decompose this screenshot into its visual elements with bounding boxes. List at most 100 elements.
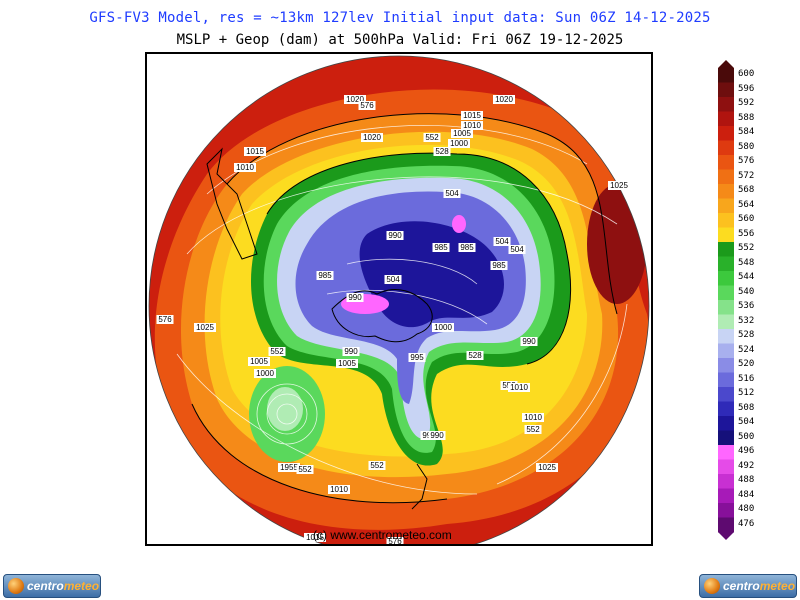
colorbar-label: 532 — [738, 315, 755, 326]
contour-label-bg — [194, 323, 216, 332]
contour-label-bg — [508, 383, 530, 392]
colorbar-label: 504 — [738, 417, 755, 428]
contour-label: 1025 — [538, 463, 556, 472]
colorbar-label: 556 — [738, 228, 755, 239]
colorbar-label: 568 — [738, 185, 755, 196]
map-frame: 1020 576 1020 1015 1010 1005 1000 552 528 1015 101… — [145, 52, 653, 546]
geop-contours — [191, 113, 618, 504]
colorbar-swatch — [718, 126, 734, 141]
colorbar-label: 564 — [738, 199, 755, 210]
contour-label-bg — [522, 413, 544, 422]
contour-label-bg — [358, 101, 376, 110]
colorbar-swatch — [718, 503, 734, 518]
colorbar-label: 484 — [738, 489, 755, 500]
colorbar-label: 508 — [738, 402, 755, 413]
contour-label: 528 — [435, 147, 449, 156]
colorbar-swatch — [718, 227, 734, 243]
colorbar-label: 584 — [738, 127, 755, 138]
globe-icon — [704, 578, 720, 594]
colorbar-swatch — [718, 285, 734, 301]
colorbar-swatch — [718, 184, 734, 199]
contour-label-bg — [268, 347, 286, 356]
globe-icon — [8, 578, 24, 594]
contour-label: 576 — [388, 537, 402, 544]
contour-label: 1020 — [495, 95, 513, 104]
contour-label: 1020 — [346, 95, 364, 104]
colorbar-swatch — [718, 329, 734, 344]
colorbar-swatch — [718, 155, 734, 170]
colorbar-swatch — [718, 82, 734, 98]
contour-label-bg — [342, 347, 360, 356]
contour-label-bg — [508, 245, 526, 254]
colorbar-label: 544 — [738, 272, 755, 283]
colorbar-swatch — [718, 401, 734, 417]
contour-label: 1020 — [363, 133, 381, 142]
contour-label: 1005 — [338, 359, 356, 368]
colorbar-swatch — [718, 314, 734, 330]
colorbar-label: 496 — [738, 446, 755, 457]
contour-label-bg — [248, 357, 270, 366]
colorbar-swatch — [718, 242, 734, 257]
contour-label: 552 — [425, 133, 439, 142]
contour-label-bg — [346, 293, 364, 302]
contour-label-bg — [493, 95, 515, 104]
contour-label: 1005 — [250, 357, 268, 366]
colorbar-swatch — [718, 343, 734, 359]
colorbar-label: 576 — [738, 156, 755, 167]
contour-label: 1015 — [463, 111, 481, 120]
low-500-b — [452, 215, 466, 233]
contour-label-bg — [448, 139, 470, 148]
contour-label-bg — [493, 237, 511, 246]
contour-label: 1955 — [280, 463, 298, 472]
contour-label-bg — [520, 337, 538, 346]
colorbar-label: 588 — [738, 112, 755, 123]
contour-label: 1010 — [463, 121, 481, 130]
colorbar-bottom-arrow — [718, 532, 734, 540]
cutoff-low-core — [267, 387, 303, 431]
colorbar-swatch — [718, 213, 734, 228]
contour-label: 552 — [370, 461, 384, 470]
colorbar-label: 500 — [738, 431, 755, 442]
colorbar-swatch — [718, 387, 734, 402]
colorbar-swatch — [718, 459, 734, 475]
contour-label: 985 — [318, 271, 332, 280]
contour-label: 1000 — [434, 323, 452, 332]
contour-label-bg — [344, 95, 366, 104]
colorbar-label: 480 — [738, 504, 755, 515]
contour-label-bg — [328, 485, 350, 494]
contour-label: 1000 — [450, 139, 468, 148]
contour-label-bg — [608, 181, 630, 190]
colorbar-swatch — [718, 430, 734, 446]
polar-map: 1020576102010151010100510005525281015101… — [148, 55, 650, 544]
logo-right-text: centrometeo — [723, 579, 796, 593]
title-line-1: GFS-FV3 Model, res = ~13km 127lev Initia… — [89, 10, 711, 26]
contour-label-bg — [156, 315, 174, 324]
contour-label-bg — [336, 359, 358, 368]
logo-right[interactable]: centrometeo — [699, 574, 797, 598]
contour-label-bg — [361, 133, 383, 142]
contour-label: 1015 — [246, 147, 264, 156]
contour-label: 990 — [388, 231, 402, 240]
logo-left[interactable]: centrometeo — [3, 574, 101, 598]
contour-label-bg — [408, 353, 426, 362]
contour-label: 504 — [495, 237, 509, 246]
colorbar-label: 560 — [738, 214, 755, 225]
contour-label: 995 — [410, 353, 424, 362]
colorbar-label: 512 — [738, 388, 755, 399]
contour-label: 552 — [270, 347, 284, 356]
colorbar-swatch — [718, 474, 734, 489]
colorbar-swatch — [718, 256, 734, 272]
colorbar-label: 592 — [738, 98, 755, 109]
contour-label: 985 — [434, 243, 448, 252]
contour-label-bg — [443, 189, 461, 198]
contour-label: 990 — [522, 337, 536, 346]
colorbar-swatch — [718, 97, 734, 112]
colorbar-swatch — [718, 517, 734, 533]
colorbar-label: 540 — [738, 286, 755, 297]
contour-label: 552 — [526, 425, 540, 434]
contour-label: 990 — [344, 347, 358, 356]
colorbar-label: 476 — [738, 518, 755, 529]
contour-label: 576 — [158, 315, 172, 324]
contour-label-bg — [304, 533, 326, 542]
contour-label: 1025 — [196, 323, 214, 332]
